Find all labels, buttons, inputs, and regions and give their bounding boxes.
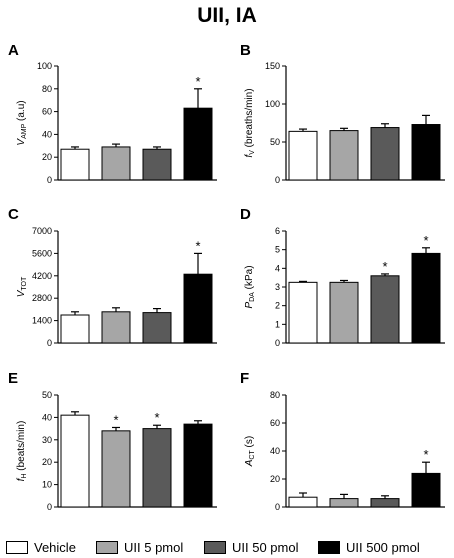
significance-star: *	[154, 410, 159, 425]
legend-item-uii-500: UII 500 pmol	[318, 538, 420, 556]
legend-item-uii-50: UII 50 pmol	[204, 538, 298, 556]
bar	[411, 252, 441, 344]
bar	[411, 124, 441, 181]
legend-swatch-uii-50	[204, 540, 226, 554]
bar	[183, 273, 213, 344]
y-tick-label: 0	[47, 338, 52, 348]
bar	[370, 498, 400, 508]
y-axis-label: PDA (kPa)	[244, 265, 256, 308]
y-tick-label: 6	[275, 226, 280, 236]
y-tick-label: 0	[275, 338, 280, 348]
bar	[142, 148, 172, 181]
y-tick-label: 0	[275, 502, 280, 512]
y-tick-label: 80	[42, 84, 52, 94]
y-axis-label: VTOT	[16, 276, 28, 297]
y-tick-label: 60	[270, 418, 280, 428]
bar	[101, 430, 131, 508]
legend-label: UII 5 pmol	[124, 539, 184, 555]
y-axis-label: fH (beats/min)	[16, 421, 28, 482]
y-axis-label: ACT (s)	[244, 436, 256, 467]
panel-letter-c: C	[8, 206, 19, 223]
bar	[60, 414, 90, 508]
bar	[370, 127, 400, 181]
significance-star: *	[195, 238, 200, 253]
y-tick-label: 4200	[32, 271, 52, 281]
legend-item-uii-5: UII 5 pmol	[96, 538, 183, 556]
significance-star: *	[195, 74, 200, 89]
y-tick-label: 100	[265, 99, 280, 109]
y-tick-label: 0	[47, 175, 52, 185]
y-tick-label: 2800	[32, 293, 52, 303]
y-tick-label: 0	[47, 502, 52, 512]
legend-swatch-uii-500	[318, 540, 340, 554]
y-axis-label: VAMP (a.u)	[16, 100, 28, 145]
bar	[60, 314, 90, 344]
bar	[288, 281, 318, 344]
significance-star: *	[382, 259, 387, 274]
legend-swatch-vehicle	[6, 540, 28, 554]
y-tick-label: 150	[265, 61, 280, 71]
y-tick-label: 30	[42, 435, 52, 445]
panel-letter-e: E	[8, 370, 19, 387]
y-tick-label: 0	[275, 175, 280, 185]
bar	[288, 130, 318, 181]
legend-label: UII 500 pmol	[346, 539, 420, 555]
legend-label: UII 50 pmol	[232, 539, 299, 555]
significance-star: *	[423, 233, 428, 248]
y-tick-label: 40	[270, 446, 280, 456]
panel-letter-d: D	[240, 206, 251, 223]
y-tick-label: 20	[270, 474, 280, 484]
y-tick-label: 40	[42, 412, 52, 422]
bar	[101, 146, 131, 181]
bar	[370, 275, 400, 344]
y-tick-label: 4	[275, 263, 280, 273]
bar	[329, 130, 359, 181]
y-tick-label: 100	[37, 61, 52, 71]
bar	[183, 423, 213, 508]
y-tick-label: 5600	[32, 248, 52, 258]
y-tick-label: 60	[42, 107, 52, 117]
y-tick-label: 80	[270, 390, 280, 400]
panel-letter-f: F	[240, 370, 250, 387]
bar	[288, 496, 318, 508]
bar	[411, 472, 441, 508]
y-axis-label: fV (breaths/min)	[244, 88, 256, 157]
y-tick-label: 40	[42, 129, 52, 139]
y-tick-label: 50	[270, 137, 280, 147]
bar	[60, 148, 90, 181]
figure-title: UII, IA	[197, 4, 257, 27]
y-tick-label: 3	[275, 282, 280, 292]
significance-star: *	[423, 447, 428, 462]
y-tick-label: 1	[275, 319, 280, 329]
bar	[142, 312, 172, 344]
y-tick-label: 10	[42, 480, 52, 490]
bar	[329, 498, 359, 508]
legend-swatch-uii-5	[96, 540, 118, 554]
legend-label: Vehicle	[34, 539, 76, 555]
y-tick-label: 20	[42, 457, 52, 467]
bar	[142, 428, 172, 508]
y-tick-label: 2	[275, 301, 280, 311]
panel-letter-a: A	[8, 42, 19, 59]
significance-star: *	[113, 412, 118, 427]
y-tick-label: 20	[42, 152, 52, 162]
y-tick-label: 7000	[32, 226, 52, 236]
bar	[101, 311, 131, 344]
legend-item-vehicle: Vehicle	[6, 538, 76, 556]
y-tick-label: 1400	[32, 316, 52, 326]
panel-letter-b: B	[240, 42, 251, 59]
y-tick-label: 50	[42, 390, 52, 400]
y-tick-label: 5	[275, 245, 280, 255]
bar	[329, 281, 359, 344]
bar	[183, 107, 213, 181]
